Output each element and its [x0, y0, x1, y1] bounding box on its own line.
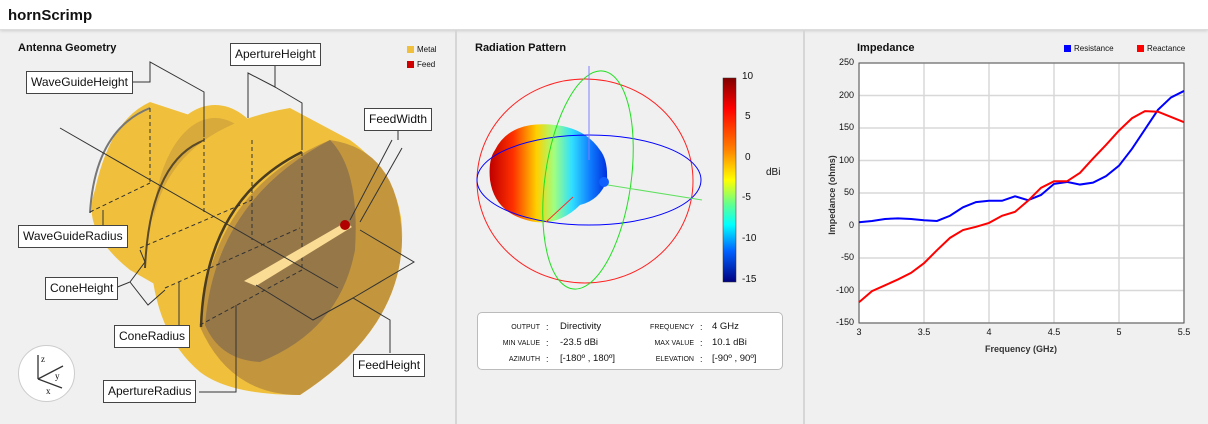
elevation-label: ELEVATION: [655, 356, 694, 363]
label-feed-height: FeedHeight: [353, 354, 426, 377]
legend-label: Reactance: [1147, 44, 1186, 53]
y-tick-label: 250: [838, 57, 854, 67]
y-tick-label: 150: [838, 122, 854, 132]
y-tick-label: 100: [838, 154, 854, 165]
min-value: -23.5 dBi: [560, 337, 599, 348]
sep: :: [546, 338, 549, 348]
colorbar-tick: -10: [742, 233, 757, 244]
output-label: OUTPUT: [511, 324, 540, 331]
label-aperture-radius: ApertureRadius: [103, 380, 197, 403]
feed-port: [340, 220, 350, 230]
legend-metal: Metal: [407, 45, 437, 54]
y-tick-label: -50: [840, 252, 854, 262]
legend-label: Feed: [417, 60, 436, 69]
output-value: Directivity: [560, 321, 602, 332]
sep: :: [546, 354, 549, 364]
colorbar-tick: 10: [742, 71, 754, 82]
y-tick-label: 0: [848, 219, 854, 230]
radiation-title: Radiation Pattern: [475, 42, 567, 54]
label-waveguide-height: WaveGuideHeight: [26, 71, 133, 94]
sep: :: [700, 322, 703, 332]
colorbar-tick: -5: [742, 192, 751, 203]
x-tick-label: 4.5: [1047, 327, 1061, 337]
legend-reactance: Reactance: [1137, 44, 1185, 53]
axes-icon: [37, 355, 64, 389]
x-axis-label: Frequency (GHz): [985, 344, 1058, 354]
feed-strip: [244, 222, 352, 286]
max-label: MAX VALUE: [654, 340, 694, 347]
sep: :: [700, 338, 703, 348]
frequency-value: 4 GHz: [712, 321, 739, 332]
y-tick-label: -100: [835, 284, 854, 295]
colorbar-tick: 0: [745, 152, 751, 163]
azimuth-label: AZIMUTH: [508, 356, 540, 363]
plot-frame: [858, 62, 1185, 324]
axis-y-label: y: [55, 371, 60, 381]
app-title: hornScrimp: [8, 7, 93, 24]
label-cone-height: ConeHeight: [45, 277, 119, 300]
label-cone-radius: ConeRadius: [114, 325, 191, 348]
metal-swatch: [407, 46, 414, 53]
label-aperture-height: ApertureHeight: [230, 43, 321, 66]
antenna-geometry-view[interactable]: [0, 0, 456, 424]
x-tick-label: 3.5: [917, 327, 931, 337]
elevation-value: [-90º , 90º]: [712, 353, 757, 364]
sep: :: [546, 322, 549, 332]
pattern-info-box: OUTPUT : Directivity MIN VALUE : -23.5 d…: [477, 312, 783, 370]
title-bar: hornScrimp: [0, 0, 1208, 30]
colorbar-tick: -15: [742, 274, 757, 285]
legend-resistance: Resistance: [1064, 44, 1114, 53]
impedance-title: Impedance: [857, 42, 915, 54]
frequency-label: FREQUENCY: [650, 324, 694, 331]
reactance-swatch: [1137, 45, 1144, 52]
legend-feed: Feed: [407, 60, 435, 69]
series-line-reactance: [858, 110, 1185, 303]
y-tick-label: 200: [838, 89, 854, 100]
panel-divider: [803, 30, 805, 424]
axis-x-label: x: [46, 386, 51, 396]
azimuth-value: [-180º , 180º]: [560, 353, 616, 364]
label-waveguide-radius: WaveGuideRadius: [18, 225, 128, 248]
colorbar-unit: dBi: [766, 167, 781, 178]
max-value: 10.1 dBi: [712, 337, 747, 348]
panel-divider: [455, 30, 457, 424]
sep: :: [700, 354, 703, 364]
legend-label: Resistance: [1074, 44, 1114, 53]
x-tick-label: 5: [1116, 327, 1122, 337]
y-tick-label: 50: [843, 187, 854, 197]
axes-orientation-widget[interactable]: z y x: [18, 345, 75, 402]
x-tick-label: 3: [856, 327, 862, 337]
x-tick-label: 4: [986, 327, 992, 337]
min-label: MIN VALUE: [502, 340, 540, 347]
axis-z-label: z: [41, 354, 45, 364]
colorbar-tick: 5: [745, 111, 751, 122]
resistance-swatch: [1064, 45, 1071, 52]
x-tick-label: 5.5: [1177, 327, 1191, 337]
y-axis-label: Impedance (ohms): [827, 155, 837, 235]
geometry-title: Antenna Geometry: [18, 42, 117, 54]
feed-swatch: [407, 61, 414, 68]
label-feed-width: FeedWidth: [364, 108, 433, 131]
legend-label: Metal: [417, 45, 437, 54]
series-line-resistance: [858, 90, 1185, 224]
y-tick-label: -150: [835, 317, 854, 327]
waveguide-edge: [89, 107, 151, 214]
